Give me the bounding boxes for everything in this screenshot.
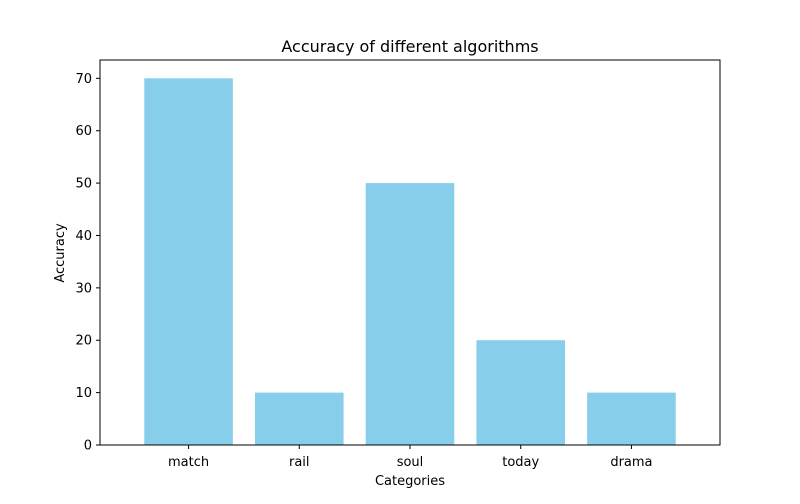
y-tick-label: 60 [75, 124, 92, 139]
x-axis-ticks: match rail soul today drama [168, 445, 653, 470]
bar-today [476, 340, 565, 445]
bars-group [144, 78, 676, 445]
x-tick-label: soul [397, 455, 424, 470]
y-tick-label: 40 [75, 229, 92, 244]
y-tick-label: 50 [75, 177, 92, 192]
bar-drama [587, 392, 676, 445]
chart-title: Accuracy of different algorithms [281, 37, 538, 56]
x-tick-label: rail [289, 455, 310, 470]
y-tick-label: 30 [75, 281, 92, 296]
bar-match [144, 78, 233, 445]
x-tick-label: match [168, 455, 209, 470]
y-tick-label: 10 [75, 386, 92, 401]
x-tick-label: drama [610, 455, 652, 470]
y-tick-label: 0 [84, 439, 92, 454]
y-tick-label: 20 [75, 334, 92, 349]
plot-area-frame [99, 59, 721, 446]
bar-rail [255, 392, 344, 445]
bar-soul [365, 183, 455, 445]
y-axis-label: Accuracy [53, 223, 68, 283]
y-tick-label: 70 [75, 72, 92, 87]
y-axis-ticks: 0 10 20 30 40 50 60 70 [75, 72, 100, 454]
x-axis-label: Categories [375, 474, 445, 489]
x-tick-label: today [502, 455, 539, 470]
